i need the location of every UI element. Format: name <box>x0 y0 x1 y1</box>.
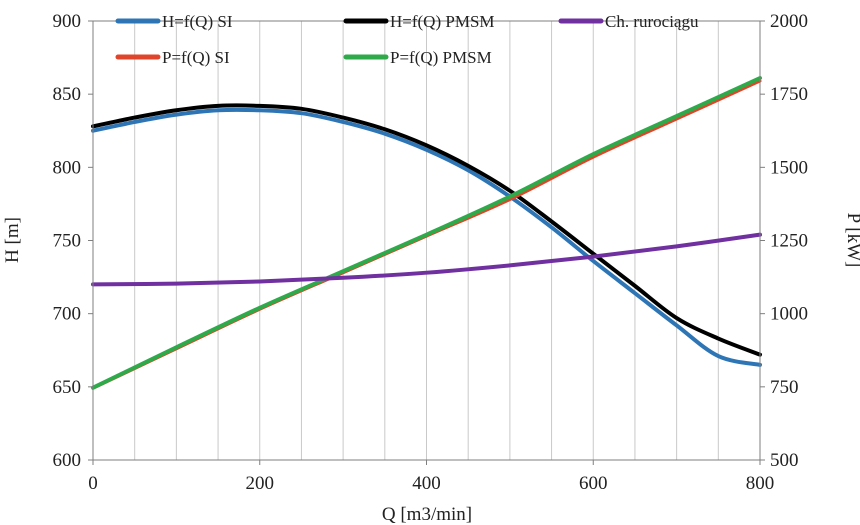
legend-item: H=f(Q) SI <box>115 12 233 31</box>
y2-tick-label: 1750 <box>770 84 808 105</box>
legend-item: P=f(Q) SI <box>115 48 230 67</box>
y2-tick-label: 1500 <box>770 157 808 178</box>
series-line-h-f-q-si <box>91 107 762 367</box>
legend-label: H=f(Q) PMSM <box>390 12 495 31</box>
y-tick-label: 650 <box>53 377 82 398</box>
x-tick-label: 0 <box>88 473 98 494</box>
legend-item: Ch. rurociągu <box>558 12 699 31</box>
y-tick-label: 800 <box>53 157 82 178</box>
y2-tick-label: 750 <box>770 377 799 398</box>
tick-labels: 0 200 400 600 800 600 650 700 750 800 850 900 500 750… <box>53 11 809 494</box>
series-layer <box>91 76 762 390</box>
x-tick-label: 600 <box>579 473 608 494</box>
legend-item: P=f(Q) PMSM <box>343 48 492 67</box>
x-tick-label: 200 <box>246 473 275 494</box>
grid-lines <box>134 21 719 460</box>
legend-label: H=f(Q) SI <box>162 12 233 31</box>
y-tick-label: 600 <box>53 450 82 471</box>
y2-tick-label: 500 <box>770 450 799 471</box>
y2-tick-label: 1000 <box>770 304 808 325</box>
y2-tick-label: 2000 <box>770 11 808 32</box>
x-axis-title: Q [m3/min] <box>382 504 472 525</box>
y2-tick-label: 1250 <box>770 231 808 252</box>
legend-label: Ch. rurociągu <box>605 12 699 31</box>
x-tick-label: 800 <box>746 473 775 494</box>
series-line-h-f-q-pmsm <box>91 103 762 357</box>
y-tick-label: 750 <box>53 231 82 252</box>
x-tick-label: 400 <box>412 473 441 494</box>
axes <box>88 20 765 465</box>
y-tick-label: 900 <box>53 11 82 32</box>
y-tick-label: 700 <box>53 304 82 325</box>
series-line-p-f-q-pmsm <box>91 76 762 390</box>
y-tick-label: 850 <box>53 84 82 105</box>
legend-item: H=f(Q) PMSM <box>343 12 495 31</box>
y2-axis-title: P [kW] <box>843 213 860 268</box>
legend-label: P=f(Q) SI <box>162 48 230 67</box>
legend: H=f(Q) SI P=f(Q) SI H=f(Q) PMSM P=f(Q) PMSM… <box>115 12 699 67</box>
legend-label: P=f(Q) PMSM <box>390 48 492 67</box>
series-line-ch-ruroci-gu <box>91 232 762 287</box>
y-axis-title: H [m] <box>2 217 23 263</box>
